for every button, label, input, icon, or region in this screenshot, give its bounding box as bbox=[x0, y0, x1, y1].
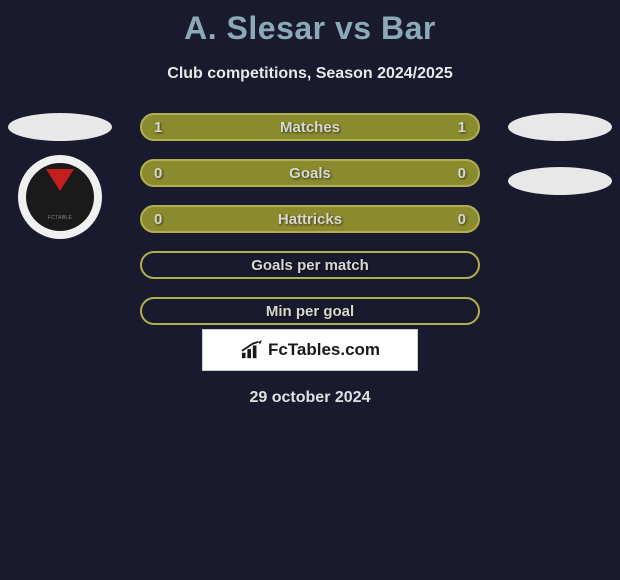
stat-label: Min per goal bbox=[266, 303, 354, 320]
badge-inner-shape: FCTABLE bbox=[26, 163, 94, 231]
player-right-column bbox=[508, 113, 612, 195]
player-right-placeholder-1 bbox=[508, 113, 612, 141]
stat-row-hattricks: 0 Hattricks 0 bbox=[140, 205, 480, 233]
bar-chart-icon bbox=[240, 340, 262, 360]
club-badge-left: FCTABLE bbox=[18, 155, 102, 239]
stat-right-value: 0 bbox=[458, 211, 466, 228]
stat-left-value: 0 bbox=[154, 165, 162, 182]
stat-left-value: 0 bbox=[154, 211, 162, 228]
subtitle: Club competitions, Season 2024/2025 bbox=[0, 65, 620, 83]
stat-label: Matches bbox=[280, 119, 340, 136]
date-label: 29 october 2024 bbox=[0, 389, 620, 407]
stat-label: Goals bbox=[289, 165, 331, 182]
stat-row-min-per-goal: Min per goal bbox=[140, 297, 480, 325]
stat-label: Hattricks bbox=[278, 211, 342, 228]
stat-row-goals: 0 Goals 0 bbox=[140, 159, 480, 187]
stat-row-matches: 1 Matches 1 bbox=[140, 113, 480, 141]
badge-chevron-icon bbox=[46, 169, 74, 191]
player-left-column: FCTABLE bbox=[8, 113, 112, 239]
stat-label: Goals per match bbox=[251, 257, 369, 274]
stat-bars: 1 Matches 1 0 Goals 0 0 Hattricks 0 Goal… bbox=[140, 113, 480, 343]
fctables-logo-text: FcTables.com bbox=[268, 340, 380, 360]
player-right-placeholder-2 bbox=[508, 167, 612, 195]
player-left-placeholder bbox=[8, 113, 112, 141]
page-title: A. Slesar vs Bar bbox=[0, 0, 620, 47]
badge-text: FCTABLE bbox=[26, 215, 94, 221]
stat-right-value: 1 bbox=[458, 119, 466, 136]
stat-right-value: 0 bbox=[458, 165, 466, 182]
stat-row-goals-per-match: Goals per match bbox=[140, 251, 480, 279]
stat-left-value: 1 bbox=[154, 119, 162, 136]
